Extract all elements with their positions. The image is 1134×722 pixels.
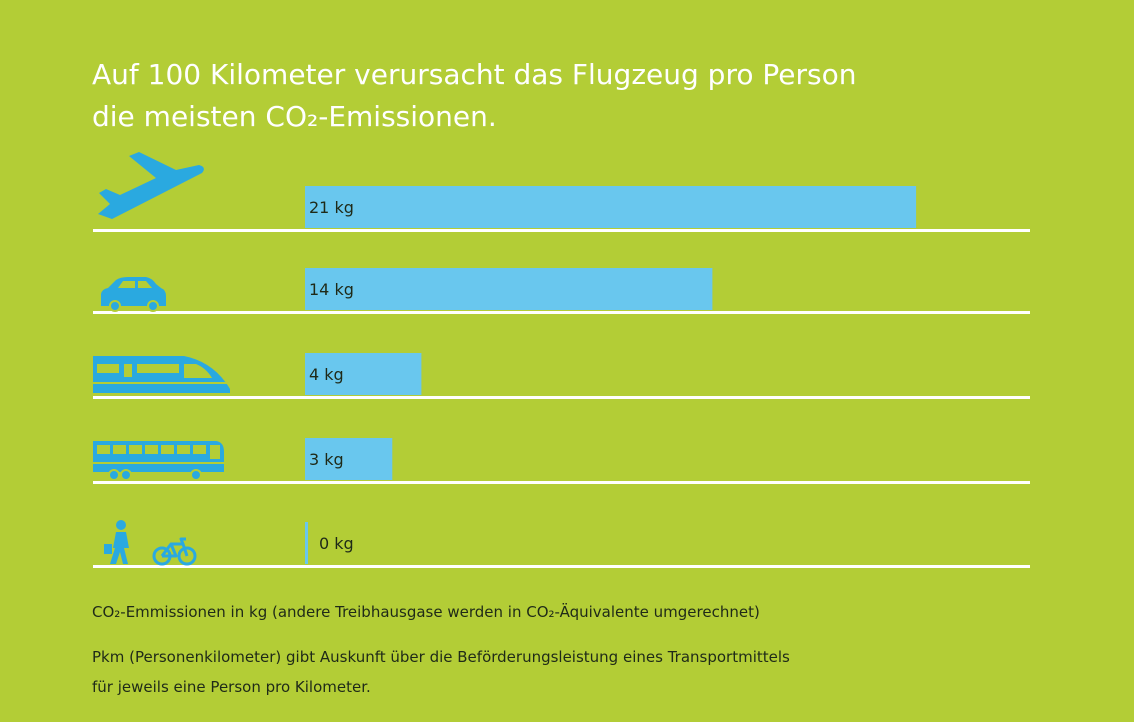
bar-value-labels: 21 kg 14 kg 4 kg 3 kg 0 kg [309, 198, 354, 553]
bar [305, 438, 393, 480]
row-separator [93, 565, 1030, 568]
bus-icon [93, 441, 224, 481]
chart-title-line-1: Auf 100 Kilometer verursacht das Flugzeu… [92, 58, 857, 91]
walking-cycling-icon [104, 520, 197, 566]
row-separator [93, 311, 1030, 314]
bar [305, 522, 308, 564]
bar-value-label: 4 kg [309, 365, 344, 384]
bar [305, 268, 713, 310]
car-icon [101, 277, 166, 312]
train-icon [93, 356, 230, 393]
pkm-footnote: Pkm (Personenkilometer) gibt Auskunft üb… [92, 642, 1052, 702]
bar-value-label: 21 kg [309, 198, 354, 217]
emissions-footnote: CO₂-Emmissionen in kg (andere Treibhausg… [92, 597, 1052, 627]
row-separator [93, 396, 1030, 399]
bars [305, 186, 917, 564]
pkm-footnote-line-1: Pkm (Personenkilometer) gibt Auskunft üb… [92, 648, 790, 666]
bar [305, 186, 917, 228]
bar [305, 353, 422, 395]
plane-icon [98, 152, 204, 219]
row-separators [93, 229, 1030, 568]
bar-value-label: 3 kg [309, 450, 344, 469]
emissions-footnote-text: CO₂-Emmissionen in kg (andere Treibhausg… [92, 603, 760, 621]
chart-title: Auf 100 Kilometer verursacht das Flugzeu… [92, 54, 992, 138]
bar-value-label: 14 kg [309, 280, 354, 299]
pkm-footnote-line-2: für jeweils eine Person pro Kilometer. [92, 678, 371, 696]
row-separator [93, 481, 1030, 484]
bar-value-label: 0 kg [319, 534, 354, 553]
row-separator [93, 229, 1030, 232]
chart-title-line-2: die meisten CO₂-Emissionen. [92, 100, 497, 133]
